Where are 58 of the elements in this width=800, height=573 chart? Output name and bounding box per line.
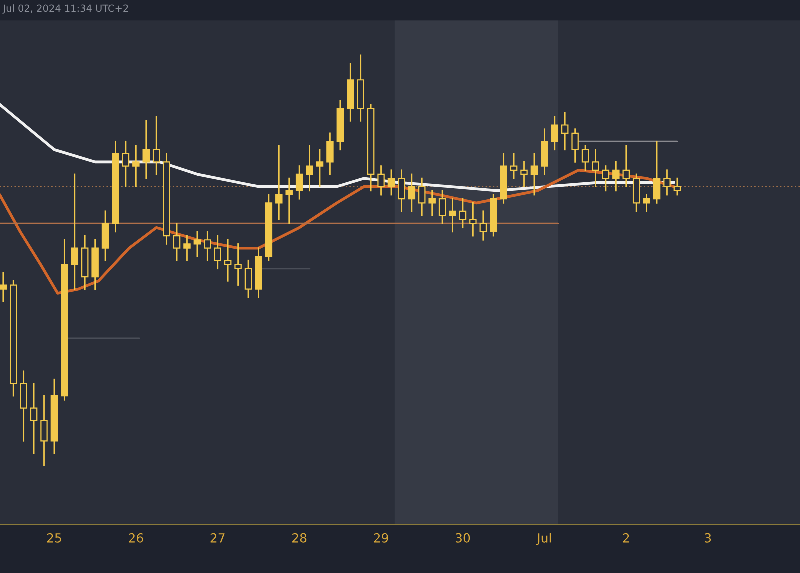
candlestick <box>612 161 620 192</box>
candlestick <box>276 145 283 220</box>
candlestick <box>674 178 682 196</box>
x-tick-label: Jul <box>536 533 552 546</box>
candlestick <box>418 178 426 216</box>
candlestick <box>132 145 140 188</box>
candlestick <box>378 166 385 196</box>
candlestick <box>480 210 488 241</box>
candlestick <box>438 190 446 224</box>
x-tick-label: 25 <box>47 533 62 543</box>
candlestick <box>470 202 477 237</box>
x-tick-label: 27 <box>210 533 225 543</box>
candlestick <box>30 383 38 454</box>
candlestick <box>286 178 293 224</box>
x-tick-label: 26 <box>129 533 144 543</box>
candlestick <box>643 194 650 212</box>
candlestick <box>530 153 538 196</box>
candlestick <box>622 145 630 188</box>
candlestick <box>142 120 150 180</box>
x-tick-label: 30 <box>456 533 470 543</box>
x-tick-label: 28 <box>292 533 307 543</box>
candlestick <box>71 174 79 290</box>
candlestick <box>184 235 191 262</box>
candlestick <box>234 244 242 286</box>
candlestick <box>582 145 590 172</box>
candlestick <box>244 260 252 298</box>
x-tick-label: 29 <box>374 533 388 543</box>
candlestick <box>0 272 8 302</box>
x-tick-label: 3 <box>705 533 712 543</box>
candlestick <box>152 116 160 176</box>
candlestick <box>592 149 600 188</box>
candlestick <box>510 153 518 180</box>
candlestick <box>194 231 202 258</box>
candlestick <box>449 198 456 233</box>
candlestick <box>316 149 324 188</box>
candlestick <box>326 132 334 176</box>
candlestick <box>173 223 181 262</box>
candlestick <box>602 166 610 192</box>
candlestick <box>459 198 467 229</box>
candlestick <box>388 170 396 196</box>
candlestick <box>561 112 569 151</box>
candlestick <box>664 170 671 196</box>
text: Jul 02, 2024 11:34 UTC+2 <box>2 4 128 14</box>
candlestick <box>40 395 48 466</box>
x-tick-label: 2 <box>623 533 630 543</box>
candlestick <box>306 145 314 192</box>
candlestick <box>551 116 559 151</box>
candlestick <box>214 235 222 270</box>
candlestick <box>122 140 130 188</box>
candlestick <box>572 128 579 163</box>
candlestick <box>204 231 212 262</box>
candlestick <box>520 161 528 188</box>
candlestick <box>398 170 406 212</box>
candlestick <box>296 166 304 200</box>
candlestick <box>408 174 416 212</box>
candlestick <box>653 140 661 204</box>
candlestick <box>428 190 436 216</box>
candlestick <box>224 239 232 282</box>
